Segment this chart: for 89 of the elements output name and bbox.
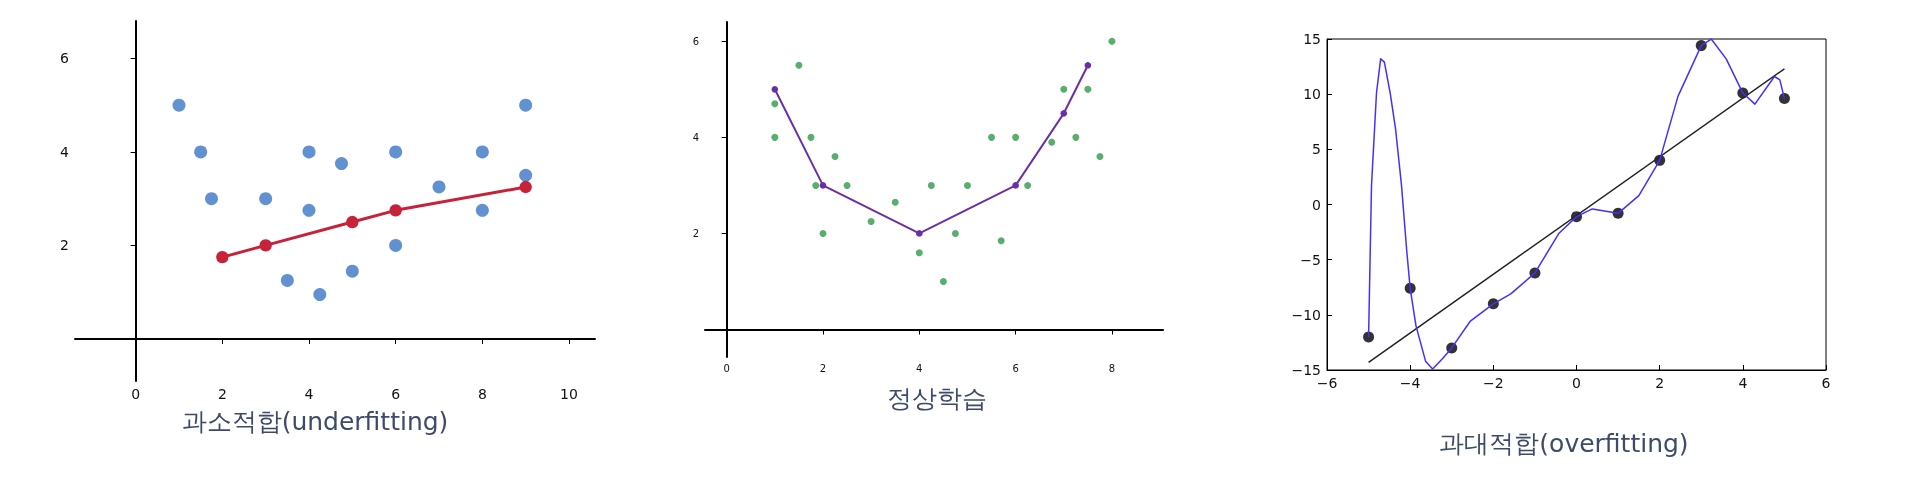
point [1012, 133, 1020, 141]
point [1072, 133, 1080, 141]
point [812, 181, 820, 189]
x-tick-label: 6 [1012, 362, 1019, 374]
x-tick-label: 8 [1108, 362, 1116, 374]
point [259, 239, 272, 252]
point [1778, 93, 1790, 105]
x-tick-label: 2 [1655, 375, 1665, 391]
y-tick-label: 5 [1312, 141, 1321, 158]
y-tick-label: 2 [692, 227, 699, 239]
text: 과소적합(underfitting) [181, 407, 449, 436]
y-tick-label: 0 [1312, 196, 1321, 213]
point [819, 229, 827, 237]
point [475, 203, 489, 217]
point [915, 230, 923, 237]
point [519, 98, 533, 112]
point [1084, 85, 1092, 93]
point [819, 182, 827, 189]
point [475, 145, 489, 159]
point [771, 85, 779, 93]
point [867, 217, 875, 225]
y-tick-label: 6 [60, 50, 70, 67]
x-tick-label: −6 [1316, 375, 1338, 391]
y-tick-label: 6 [692, 35, 699, 47]
point [1096, 153, 1104, 161]
point [891, 198, 899, 206]
point [831, 153, 839, 161]
x-tick-label: 8 [477, 386, 487, 402]
point [280, 273, 294, 287]
point [771, 100, 779, 108]
x-tick-label: 10 [560, 386, 578, 402]
point [1084, 61, 1092, 69]
point [795, 61, 803, 69]
point [771, 133, 779, 141]
y-tick-label: 15 [1303, 31, 1321, 47]
x-tick-label: 0 [131, 386, 141, 402]
y-tick-label: 10 [1303, 86, 1321, 103]
x-tick-label: 0 [723, 362, 730, 374]
point [216, 250, 229, 264]
x-tick-label: 4 [1738, 375, 1748, 391]
point [843, 181, 851, 189]
point [345, 264, 359, 278]
point [302, 145, 316, 159]
x-tick-label: 6 [391, 386, 401, 402]
point [939, 278, 947, 286]
point [205, 192, 218, 206]
point [259, 192, 273, 206]
point [1024, 181, 1032, 189]
y-tick-label: −15 [1291, 362, 1321, 378]
point [389, 145, 403, 159]
point [389, 238, 403, 252]
point [1108, 37, 1116, 45]
point [389, 204, 402, 217]
point [927, 181, 935, 189]
point [1363, 331, 1375, 343]
text: 정상학습 [887, 384, 987, 413]
x-tick-label: 6 [1821, 375, 1831, 391]
point [915, 249, 923, 257]
point [988, 133, 996, 141]
point [519, 168, 533, 182]
x-tick-label: 4 [916, 362, 923, 374]
point [302, 203, 316, 217]
point [997, 237, 1005, 245]
y-tick-label: −5 [1300, 251, 1321, 268]
x-tick-label: 4 [304, 386, 314, 402]
point [346, 215, 359, 229]
x-tick-label: 0 [1572, 375, 1581, 391]
point [1048, 138, 1056, 146]
point [335, 157, 348, 171]
point [194, 145, 208, 159]
point [1012, 182, 1019, 189]
point [313, 288, 327, 301]
y-tick-label: 4 [692, 131, 699, 143]
point [951, 229, 959, 237]
x-tick-label: −4 [1399, 375, 1421, 391]
y-tick-label: 2 [60, 237, 69, 254]
point [1060, 110, 1068, 117]
x-tick-label: −2 [1483, 375, 1504, 391]
y-tick-label: −10 [1291, 306, 1321, 323]
point [172, 98, 186, 112]
point [963, 181, 971, 189]
x-tick-label: 2 [217, 386, 227, 402]
point [519, 180, 532, 194]
text: 과대적합(overfitting) [1439, 429, 1689, 458]
point [1060, 85, 1068, 93]
x-tick-label: 2 [819, 362, 827, 374]
point [432, 180, 446, 194]
point [807, 133, 815, 141]
y-tick-label: 4 [60, 143, 70, 160]
